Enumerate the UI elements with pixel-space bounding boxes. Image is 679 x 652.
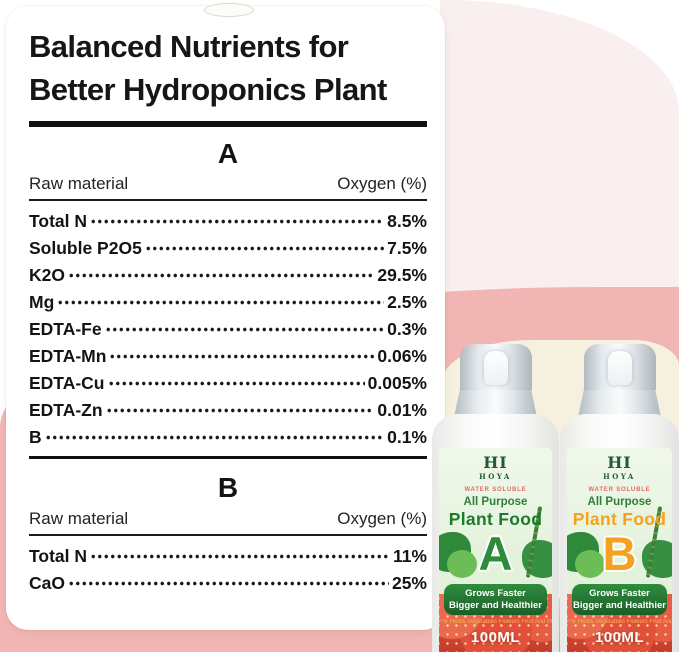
row-label: K2O <box>29 265 65 286</box>
dot-leader <box>67 262 375 290</box>
row-value: 29.5% <box>377 265 427 286</box>
row-value: 0.005% <box>367 373 427 394</box>
card-title: Balanced Nutrients for Better Hydroponic… <box>29 26 427 112</box>
usage-caption: For Herbs Vegetables Flowers Fruit And M… <box>567 619 672 625</box>
bottle-a-label: HI HOYA WATER SOLUBLE All Purpose Plant … <box>439 448 552 652</box>
brand-logo: HI <box>607 453 632 472</box>
column-raw-material: Raw material <box>29 508 129 528</box>
all-purpose-text: All Purpose <box>587 496 652 508</box>
benefit-banner: Grows Faster Bigger and Healthier <box>444 584 547 615</box>
section-b-rows: Total N 11% CaO 25% <box>29 542 427 597</box>
section-b-column-headers: Raw material Oxygen (%) <box>29 509 427 529</box>
table-row: B 0.1% <box>29 424 427 452</box>
usage-caption: For Herbs Vegetables Flowers Fruit And M… <box>439 619 552 625</box>
dot-leader <box>90 208 385 236</box>
banner-line2: Bigger and Healthier <box>449 599 542 611</box>
row-value: 8.5% <box>387 211 427 232</box>
row-label: EDTA-Fe <box>29 319 102 340</box>
table-row: Total N 8.5% <box>29 208 427 236</box>
section-a-bottom-divider <box>29 456 427 460</box>
water-soluble-text: WATER SOLUBLE <box>464 487 527 493</box>
dot-leader <box>57 289 385 317</box>
label-text: HI HOYA WATER SOLUBLE All Purpose Plant … <box>439 455 552 577</box>
label-text: HI HOYA WATER SOLUBLE All Purpose Plant … <box>567 455 672 577</box>
row-label: Soluble P2O5 <box>29 238 142 259</box>
brand-logo: HI <box>483 453 508 472</box>
row-value: 0.06% <box>377 346 427 367</box>
row-label: Total N <box>29 211 88 232</box>
section-b-header-divider <box>29 533 427 536</box>
table-row: CaO 25% <box>29 569 427 597</box>
row-label: Total N <box>29 545 88 566</box>
row-value: 2.5% <box>387 292 427 313</box>
table-row: EDTA-Zn 0.01% <box>29 397 427 425</box>
bottle-a: HI HOYA WATER SOLUBLE All Purpose Plant … <box>432 344 559 652</box>
bottle-a-cap <box>452 344 539 424</box>
row-value: 0.1% <box>387 427 427 448</box>
volume-text: 100ML <box>594 629 645 646</box>
banner-line2: Bigger and Healthier <box>573 599 666 611</box>
row-label: CaO <box>29 572 65 593</box>
cap-nozzle <box>483 351 508 385</box>
benefit-banner: Grows Faster Bigger and Healthier <box>572 584 667 615</box>
cap-nozzle <box>607 351 632 385</box>
bottle-b-cap <box>576 344 663 424</box>
dot-leader <box>107 370 365 398</box>
dot-leader <box>44 424 385 452</box>
nutrient-card: Balanced Nutrients for Better Hydroponic… <box>6 6 445 630</box>
section-a-column-headers: Raw material Oxygen (%) <box>29 174 427 194</box>
dot-leader <box>90 542 390 570</box>
table-row: EDTA-Mn 0.06% <box>29 343 427 371</box>
row-label: Mg <box>29 292 55 313</box>
row-value: 0.01% <box>377 400 427 421</box>
row-value: 0.3% <box>387 319 427 340</box>
dot-leader <box>105 397 375 425</box>
bottle-b-label: HI HOYA WATER SOLUBLE All Purpose Plant … <box>567 448 672 652</box>
leaf-icon <box>575 550 605 578</box>
title-divider <box>29 120 427 127</box>
row-label: EDTA-Zn <box>29 400 103 421</box>
banner-line1: Grows Faster <box>589 588 650 599</box>
volume-text: 100ML <box>470 629 521 646</box>
dot-leader <box>144 235 385 263</box>
product-name: Plant Food <box>448 509 543 529</box>
row-label: B <box>29 427 42 448</box>
table-row: K2O 29.5% <box>29 262 427 290</box>
row-value: 11% <box>392 545 427 566</box>
dot-leader <box>109 343 375 371</box>
dot-leader <box>104 316 385 344</box>
variant-letter: B <box>602 527 637 580</box>
banner-line1: Grows Faster <box>465 588 526 599</box>
all-purpose-text: All Purpose <box>463 496 528 508</box>
table-row: Total N 11% <box>29 542 427 570</box>
card-hang-tab <box>204 3 254 17</box>
section-b-heading: B <box>217 472 239 504</box>
section-a-rows: Total N 8.5% Soluble P2O5 7.5% K2O 29.5%… <box>29 208 427 452</box>
table-row: Soluble P2O5 7.5% <box>29 235 427 263</box>
brand-name: HOYA <box>603 472 636 481</box>
variant-letter: A <box>478 527 513 580</box>
table-row: EDTA-Cu 0.005% <box>29 370 427 398</box>
card-title-line1: Balanced Nutrients for <box>29 29 349 64</box>
leaf-icon <box>447 550 477 578</box>
section-a-heading: A <box>217 137 239 169</box>
background-lightpink-shape <box>440 0 679 302</box>
table-row: EDTA-Fe 0.3% <box>29 316 427 344</box>
table-row: Mg 2.5% <box>29 289 427 317</box>
column-raw-material: Raw material <box>29 174 129 194</box>
card-title-line2: Better Hydroponics Plant <box>29 71 387 107</box>
row-value: 25% <box>391 572 427 593</box>
brand-name: HOYA <box>479 472 512 481</box>
dot-leader <box>67 569 389 597</box>
water-soluble-text: WATER SOLUBLE <box>588 487 651 493</box>
row-value: 7.5% <box>387 238 427 259</box>
section-a-header-divider <box>29 199 427 202</box>
product-name: Plant Food <box>572 509 667 529</box>
bottle-b: HI HOYA WATER SOLUBLE All Purpose Plant … <box>560 344 679 652</box>
row-label: EDTA-Cu <box>29 373 105 394</box>
column-oxygen: Oxygen (%) <box>337 508 427 528</box>
column-oxygen: Oxygen (%) <box>337 174 427 194</box>
row-label: EDTA-Mn <box>29 346 107 367</box>
